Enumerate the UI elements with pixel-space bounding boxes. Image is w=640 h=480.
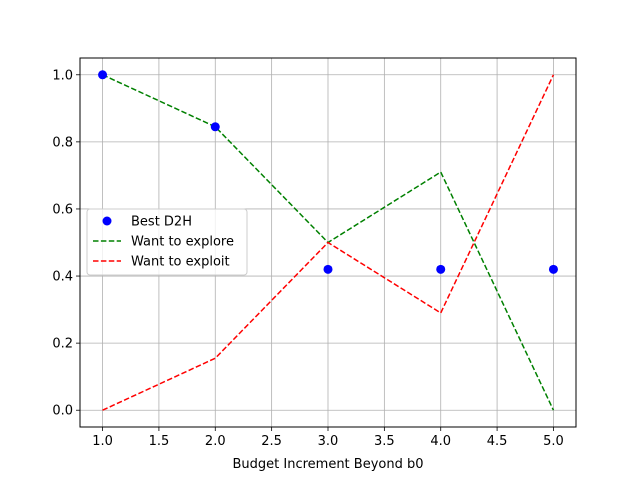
series-line-want-to-exploit <box>102 74 555 411</box>
series-layer <box>98 70 558 411</box>
y-tick-label: 0.8 <box>52 135 73 150</box>
x-axis-label: Budget Increment Beyond b0 <box>232 457 423 472</box>
x-tick-label: 4.5 <box>487 434 508 449</box>
y-tick-label: 0.4 <box>52 270 73 285</box>
data-point-best-d2h <box>210 122 220 132</box>
tick-layer: 1.0 1.5 2.0 2.5 3.0 3.5 4.0 4.5 5.0 0.0 0.2 0.4 0.6 0… <box>52 68 563 449</box>
x-tick-label: 2.5 <box>261 434 282 449</box>
x-tick-label: 3.0 <box>318 434 339 449</box>
x-tick-label: 2.0 <box>205 434 226 449</box>
y-tick-label: 1.0 <box>52 68 73 83</box>
legend-label-best-d2h: Best D2H <box>131 215 192 230</box>
x-tick-label: 5.0 <box>543 434 564 449</box>
data-point-best-d2h <box>98 70 108 80</box>
y-tick-label: 0.6 <box>52 202 73 217</box>
legend-box <box>86 208 248 276</box>
legend-label-want-to-exploit: Want to exploit <box>131 255 230 270</box>
y-tick-label: 0.2 <box>52 337 73 352</box>
x-tick-label: 1.0 <box>92 434 113 449</box>
data-point-best-d2h <box>548 264 558 274</box>
x-tick-label: 3.5 <box>374 434 395 449</box>
legend: Best D2H Want to explore Want to exploit <box>86 208 248 276</box>
x-tick-label: 1.5 <box>149 434 170 449</box>
data-point-best-d2h <box>323 264 333 274</box>
data-point-best-d2h <box>436 264 446 274</box>
y-tick-label: 0.0 <box>52 404 73 419</box>
legend-label-want-to-explore: Want to explore <box>131 235 234 250</box>
x-tick-label: 4.0 <box>430 434 451 449</box>
legend-marker-best-d2h <box>102 216 112 226</box>
